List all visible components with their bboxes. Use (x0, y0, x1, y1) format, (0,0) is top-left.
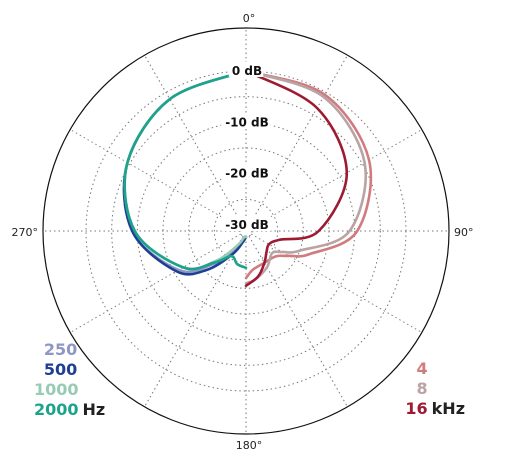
grid-spoke (250, 129, 423, 229)
series-line-4 (244, 69, 373, 280)
legend-label: 4 (416, 359, 428, 378)
legend-label: 250 (43, 340, 78, 359)
legend-item-500: 500Hz (34, 360, 104, 380)
legend-item-250: 250Hz (34, 340, 104, 360)
legend-unit-hz: Hz (82, 400, 106, 419)
grid-spoke (144, 235, 244, 408)
grid-spoke (69, 129, 242, 229)
radial-label-bg (221, 113, 271, 129)
grid-ring (188, 173, 304, 289)
grid-ring (111, 96, 381, 366)
grid-spoke (144, 54, 244, 227)
grid-spoke (69, 233, 242, 333)
angle-label: 270° (12, 226, 39, 239)
legend-item-1000: 1000Hz (34, 380, 104, 400)
legend-label: 8 (416, 379, 428, 398)
legend-label: 1000 (34, 380, 79, 399)
grid-spoke (250, 233, 423, 333)
legend-item-2000: 2000 Hz (34, 400, 106, 420)
legend-item-16: 16 kHz (395, 399, 465, 419)
grid-ring (136, 121, 356, 341)
radial-label: 0 dB (232, 64, 262, 78)
radial-label-bg (228, 62, 264, 77)
grid-spoke (248, 235, 348, 408)
labels: 0 dB -10 dB -20 dB -30 dB 0° 90° 180° 270° (12, 12, 474, 452)
series-line-8 (244, 69, 367, 285)
radial-label-bg (221, 216, 271, 231)
grid (42, 27, 450, 435)
angle-label: 180° (236, 439, 263, 452)
legend-unit-khz: kHz (431, 399, 465, 418)
radial-label: -30 dB (225, 218, 269, 232)
legend-label: 16 (405, 399, 428, 418)
grid-spoke (248, 54, 348, 227)
outer-circle (42, 27, 450, 435)
angle-label: 90° (454, 226, 474, 239)
angle-label: 0° (243, 12, 256, 25)
legend-label: 500 (43, 360, 78, 379)
series-line-2000 (123, 69, 248, 271)
radial-label: -10 dB (225, 115, 269, 129)
radial-label: -20 dB (225, 167, 269, 181)
series-layer (122, 69, 373, 288)
legend-item-4: 4kHz (395, 359, 465, 379)
grid-ring (213, 198, 279, 264)
legend-label: 2000 (34, 400, 79, 419)
radial-label-bg (221, 164, 271, 180)
series-line-16 (244, 69, 349, 288)
legend-item-8: 8kHz (395, 379, 465, 399)
